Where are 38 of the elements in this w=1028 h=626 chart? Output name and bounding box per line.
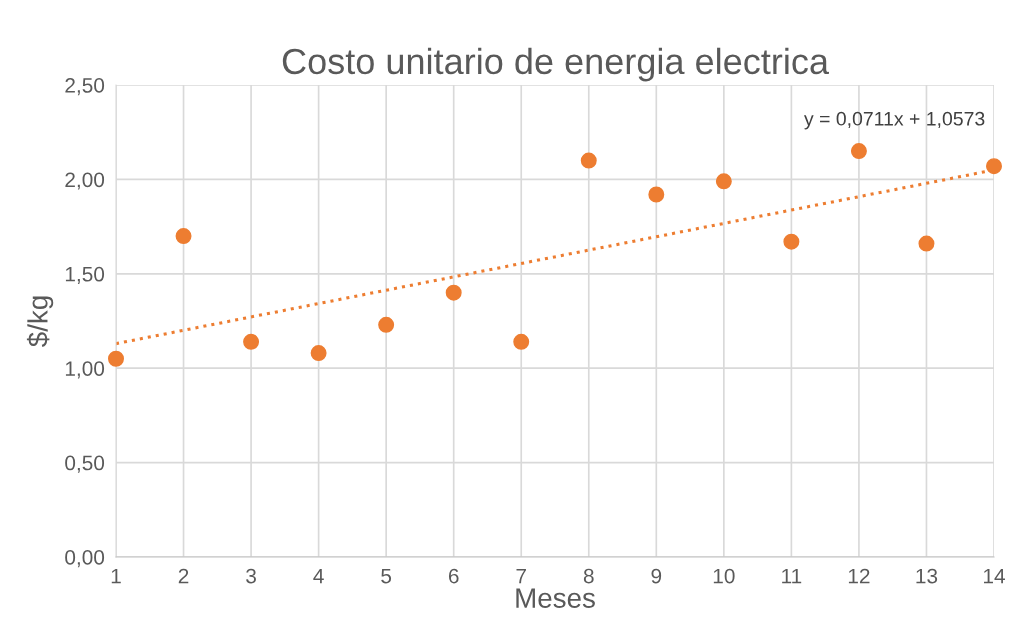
x-tick-label: 14: [984, 568, 1005, 584]
y-tick-label: 2,00: [65, 172, 105, 190]
point: [648, 186, 665, 203]
x-tick-label: 10: [713, 568, 735, 584]
point: [850, 143, 867, 160]
x-tick-label: 2: [178, 568, 189, 584]
x-tick-label: 6: [448, 568, 459, 584]
point: [715, 173, 732, 190]
point: [513, 333, 530, 350]
point: [175, 228, 192, 245]
x-tick-label: 13: [916, 568, 938, 584]
annotation: y = 0,0711x + 1,0573: [804, 111, 985, 130]
x-tick-label: 4: [313, 568, 324, 584]
point: [243, 333, 260, 350]
x-tick-label: 7: [516, 568, 526, 584]
point: [986, 158, 1002, 175]
x-tick-label: 12: [848, 568, 870, 584]
y-axis-title: $/kg: [26, 296, 54, 347]
y-tick-label: 0,50: [65, 455, 105, 473]
x-tick-label: 8: [583, 568, 594, 584]
y-tick-label: 0,00: [65, 550, 105, 568]
point: [108, 350, 124, 367]
x-tick-label: 11: [782, 568, 802, 584]
y-tick-label: 1,00: [65, 361, 105, 379]
x-tick-label: 1: [111, 568, 121, 584]
x-tick-label: 5: [381, 568, 392, 584]
point: [445, 284, 462, 301]
y-tick-label: 1,50: [65, 266, 105, 285]
x-tick-label: 9: [651, 568, 662, 584]
point: [918, 235, 935, 252]
point: [580, 152, 597, 169]
y-tick-label: 2,50: [65, 78, 105, 96]
chart-title: Costo unitario de energia electrica: [282, 47, 830, 82]
point: [378, 316, 395, 333]
point: [783, 233, 800, 250]
point: [310, 345, 327, 362]
x-axis-title: Meses: [516, 588, 595, 608]
x-tick-label: 3: [246, 568, 256, 584]
